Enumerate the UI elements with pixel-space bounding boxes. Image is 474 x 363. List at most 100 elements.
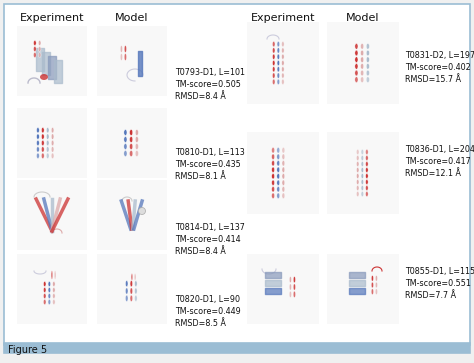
- Ellipse shape: [361, 174, 364, 179]
- Ellipse shape: [361, 191, 364, 196]
- Ellipse shape: [135, 288, 137, 294]
- Ellipse shape: [135, 295, 137, 301]
- Ellipse shape: [135, 281, 137, 287]
- Ellipse shape: [124, 136, 127, 142]
- Bar: [4, 343, 470, 353]
- Text: Experiment: Experiment: [251, 13, 315, 23]
- Text: Experiment: Experiment: [20, 13, 84, 23]
- Ellipse shape: [34, 52, 36, 58]
- Ellipse shape: [371, 282, 374, 288]
- Ellipse shape: [355, 70, 358, 76]
- Ellipse shape: [282, 60, 284, 66]
- Ellipse shape: [277, 154, 280, 159]
- Ellipse shape: [277, 54, 280, 60]
- Ellipse shape: [282, 67, 284, 72]
- Ellipse shape: [130, 281, 133, 287]
- Ellipse shape: [129, 130, 133, 135]
- Ellipse shape: [356, 191, 359, 196]
- Ellipse shape: [277, 187, 280, 192]
- FancyBboxPatch shape: [17, 26, 87, 96]
- Ellipse shape: [277, 67, 280, 72]
- Ellipse shape: [48, 293, 51, 298]
- FancyBboxPatch shape: [17, 108, 87, 178]
- Ellipse shape: [36, 127, 39, 133]
- FancyBboxPatch shape: [17, 254, 87, 324]
- Ellipse shape: [42, 134, 44, 139]
- Ellipse shape: [124, 143, 127, 150]
- Ellipse shape: [361, 57, 364, 62]
- Ellipse shape: [124, 151, 127, 156]
- Ellipse shape: [282, 154, 285, 159]
- Ellipse shape: [356, 179, 359, 184]
- Ellipse shape: [273, 79, 275, 85]
- Ellipse shape: [282, 41, 284, 47]
- Ellipse shape: [44, 293, 46, 298]
- Ellipse shape: [42, 153, 44, 159]
- Ellipse shape: [36, 147, 39, 152]
- Ellipse shape: [355, 57, 358, 62]
- Ellipse shape: [46, 134, 49, 139]
- Ellipse shape: [282, 187, 285, 192]
- Ellipse shape: [361, 150, 364, 155]
- Ellipse shape: [356, 167, 359, 172]
- Text: T0820-D1, L=90
TM-score=0.449
RMSD=8.5 Å: T0820-D1, L=90 TM-score=0.449 RMSD=8.5 Å: [175, 295, 241, 327]
- Ellipse shape: [138, 208, 146, 215]
- Ellipse shape: [53, 293, 55, 298]
- Ellipse shape: [34, 46, 36, 52]
- FancyBboxPatch shape: [247, 132, 319, 214]
- Ellipse shape: [273, 60, 275, 66]
- Ellipse shape: [135, 136, 138, 142]
- Ellipse shape: [277, 167, 280, 172]
- Ellipse shape: [54, 271, 56, 279]
- Ellipse shape: [129, 136, 133, 142]
- Ellipse shape: [126, 295, 128, 301]
- Ellipse shape: [365, 185, 368, 191]
- Ellipse shape: [361, 44, 364, 49]
- Ellipse shape: [53, 299, 55, 305]
- Ellipse shape: [277, 48, 280, 53]
- Ellipse shape: [361, 162, 364, 167]
- Ellipse shape: [36, 153, 39, 159]
- Ellipse shape: [44, 281, 46, 286]
- Ellipse shape: [361, 77, 364, 82]
- Ellipse shape: [272, 167, 274, 172]
- Ellipse shape: [371, 289, 374, 294]
- Ellipse shape: [361, 179, 364, 184]
- Ellipse shape: [355, 64, 358, 69]
- Ellipse shape: [293, 284, 295, 290]
- Ellipse shape: [46, 147, 49, 152]
- Ellipse shape: [51, 271, 53, 279]
- Ellipse shape: [361, 155, 364, 160]
- Ellipse shape: [129, 151, 133, 156]
- Ellipse shape: [273, 54, 275, 60]
- Ellipse shape: [282, 147, 285, 153]
- Ellipse shape: [289, 284, 292, 290]
- Text: T0836-D1, L=204
TM-score=0.417
RMSD=12.1 Å: T0836-D1, L=204 TM-score=0.417 RMSD=12.1…: [405, 145, 474, 178]
- Ellipse shape: [293, 291, 295, 297]
- Ellipse shape: [131, 274, 133, 280]
- Ellipse shape: [361, 50, 364, 56]
- Ellipse shape: [282, 160, 285, 166]
- FancyBboxPatch shape: [97, 254, 167, 324]
- Ellipse shape: [365, 150, 368, 155]
- Ellipse shape: [272, 174, 274, 179]
- Ellipse shape: [46, 127, 49, 133]
- Ellipse shape: [355, 44, 358, 49]
- Text: T0793-D1, L=101
TM-score=0.505
RMSD=8.4 Å: T0793-D1, L=101 TM-score=0.505 RMSD=8.4 …: [175, 68, 245, 101]
- Ellipse shape: [366, 70, 369, 76]
- Ellipse shape: [34, 40, 36, 45]
- Ellipse shape: [282, 48, 284, 53]
- Ellipse shape: [273, 41, 275, 47]
- Ellipse shape: [272, 147, 274, 153]
- Ellipse shape: [36, 134, 39, 139]
- Ellipse shape: [375, 282, 377, 288]
- FancyBboxPatch shape: [97, 180, 167, 250]
- Ellipse shape: [277, 180, 280, 185]
- Ellipse shape: [282, 54, 284, 60]
- Ellipse shape: [366, 77, 369, 82]
- Ellipse shape: [361, 70, 364, 76]
- Ellipse shape: [282, 174, 285, 179]
- Ellipse shape: [277, 41, 280, 47]
- Text: Figure 5: Figure 5: [8, 345, 47, 355]
- Ellipse shape: [366, 50, 369, 56]
